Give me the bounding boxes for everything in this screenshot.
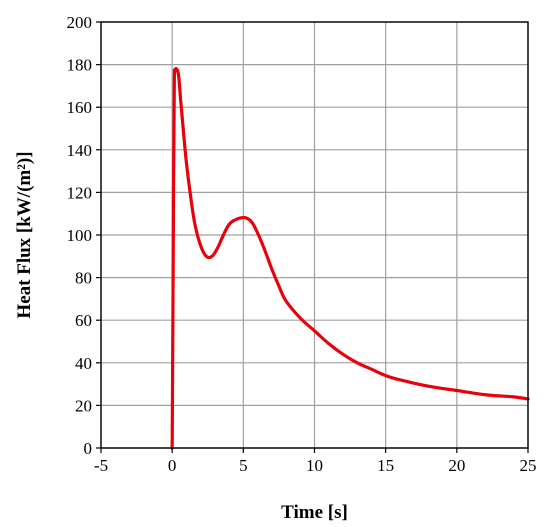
y-tick-label: 160: [67, 98, 93, 117]
x-tick-label: 0: [168, 456, 177, 475]
y-tick-label: 20: [75, 396, 92, 415]
y-tick-label: 80: [75, 269, 92, 288]
grid: [100, 21, 529, 449]
x-axis-label: Time [s]: [281, 502, 348, 523]
y-tick-label: 200: [67, 13, 93, 32]
y-tick-label: 120: [67, 183, 93, 202]
x-tick-label: 25: [520, 456, 537, 475]
x-tick-label: 20: [448, 456, 465, 475]
x-tick-label: 15: [377, 456, 394, 475]
series-layer: [170, 66, 530, 450]
x-tick-labels: -5 0 5 10 15 20 25: [94, 448, 537, 475]
x-tick-label: 5: [239, 456, 248, 475]
x-tick-label: 10: [306, 456, 323, 475]
y-axis-label: Heat Flux [kW/(m²)]: [14, 151, 35, 318]
heat-flux-series-line: [170, 66, 530, 450]
y-tick-label: 40: [75, 354, 92, 373]
y-tick-label: 180: [67, 56, 93, 75]
y-tick-label: 60: [75, 311, 92, 330]
y-tick-label: 0: [84, 439, 93, 458]
y-tick-labels: 0 20 40 60 80 100 120 140 160 180 200: [67, 13, 101, 458]
x-tick-label: -5: [94, 456, 108, 475]
y-tick-label: 140: [67, 141, 93, 160]
y-tick-label: 100: [67, 226, 93, 245]
